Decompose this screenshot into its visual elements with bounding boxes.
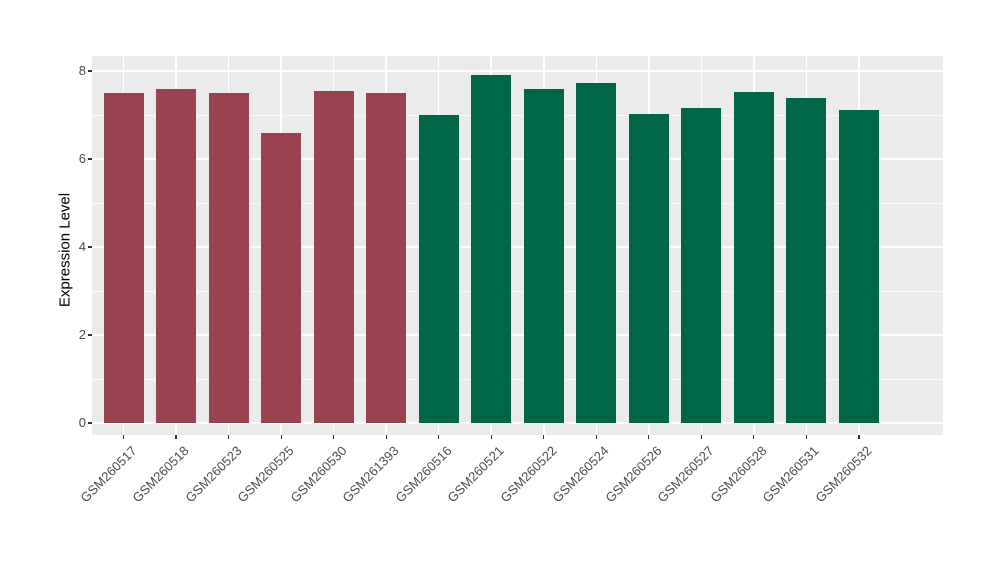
y-tick-label-2: 2 xyxy=(78,327,86,342)
major-gridline-y2 xyxy=(92,334,943,336)
plot-panel xyxy=(92,56,943,435)
x-tick-label-GSM260526: GSM260526 xyxy=(602,443,665,506)
x-tick-label-GSM260522: GSM260522 xyxy=(497,443,560,506)
x-tick-GSM260528 xyxy=(753,435,755,439)
major-gridline-y8 xyxy=(92,70,943,72)
bar-GSM260528 xyxy=(733,92,774,423)
y-tick-2 xyxy=(88,334,92,336)
bar-GSM260517 xyxy=(103,93,144,423)
x-tick-label-GSM260531: GSM260531 xyxy=(759,443,823,506)
x-tick-label-GSM260532: GSM260532 xyxy=(812,443,875,506)
x-tick-GSM260527 xyxy=(700,435,702,439)
x-tick-label-GSM260523: GSM260523 xyxy=(181,443,245,506)
x-tick-GSM260526 xyxy=(648,435,650,439)
bar-GSM260531 xyxy=(786,98,827,423)
minor-gridline-y5 xyxy=(92,202,943,204)
bar-GSM260516 xyxy=(418,115,459,423)
x-tick-GSM260517 xyxy=(122,435,125,439)
x-tick-label-GSM260521: GSM260521 xyxy=(444,443,507,506)
x-tick-label-GSM260530: GSM260530 xyxy=(287,443,350,506)
bar-GSM260532 xyxy=(838,109,879,423)
bar-GSM260524 xyxy=(576,83,617,423)
x-tick-label-GSM260528: GSM260528 xyxy=(707,443,770,506)
major-gridline-y4 xyxy=(92,246,943,248)
bar-GSM260527 xyxy=(681,108,722,423)
x-tick-label-GSM260516: GSM260516 xyxy=(392,443,455,506)
x-tick-GSM260522 xyxy=(543,435,545,439)
y-tick-0 xyxy=(88,422,92,424)
y-tick-label-0: 0 xyxy=(78,415,86,430)
y-tick-label-8: 8 xyxy=(78,63,86,78)
x-tick-GSM261393 xyxy=(385,435,387,439)
x-tick-GSM260525 xyxy=(280,435,282,439)
x-tick-label-GSM261393: GSM261393 xyxy=(339,443,402,506)
x-tick-GSM260516 xyxy=(438,435,440,439)
y-tick-8 xyxy=(88,70,92,72)
y-tick-label-6: 6 xyxy=(78,151,86,166)
y-tick-4 xyxy=(88,246,92,248)
x-tick-GSM260532 xyxy=(858,435,860,439)
bar-GSM260518 xyxy=(156,89,197,423)
minor-gridline-y3 xyxy=(92,290,943,292)
x-tick-GSM260523 xyxy=(227,435,230,439)
minor-gridline-y1 xyxy=(92,378,943,380)
x-tick-GSM260530 xyxy=(333,435,335,439)
y-tick-label-4: 4 xyxy=(78,239,86,254)
bar-GSM260522 xyxy=(523,89,564,423)
minor-gridline-y7 xyxy=(92,114,943,116)
x-tick-GSM260524 xyxy=(595,435,597,439)
bar-GSM260526 xyxy=(628,114,669,423)
major-gridline-y6 xyxy=(92,158,943,160)
x-tick-label-GSM260525: GSM260525 xyxy=(234,443,297,506)
x-tick-label-GSM260518: GSM260518 xyxy=(129,443,192,506)
x-tick-label-GSM260517: GSM260517 xyxy=(76,443,140,506)
x-tick-label-GSM260524: GSM260524 xyxy=(549,443,612,506)
major-gridline-y0 xyxy=(92,422,943,424)
bar-GSM260521 xyxy=(471,74,512,423)
bar-GSM260530 xyxy=(313,91,354,423)
bar-GSM260525 xyxy=(261,132,302,423)
bar-GSM260523 xyxy=(208,93,249,423)
x-tick-GSM260531 xyxy=(805,435,807,439)
x-tick-label-GSM260527: GSM260527 xyxy=(654,443,717,506)
y-tick-6 xyxy=(88,158,92,160)
x-tick-GSM260518 xyxy=(175,435,177,439)
x-tick-GSM260521 xyxy=(490,435,492,439)
bar-GSM261393 xyxy=(366,93,407,423)
